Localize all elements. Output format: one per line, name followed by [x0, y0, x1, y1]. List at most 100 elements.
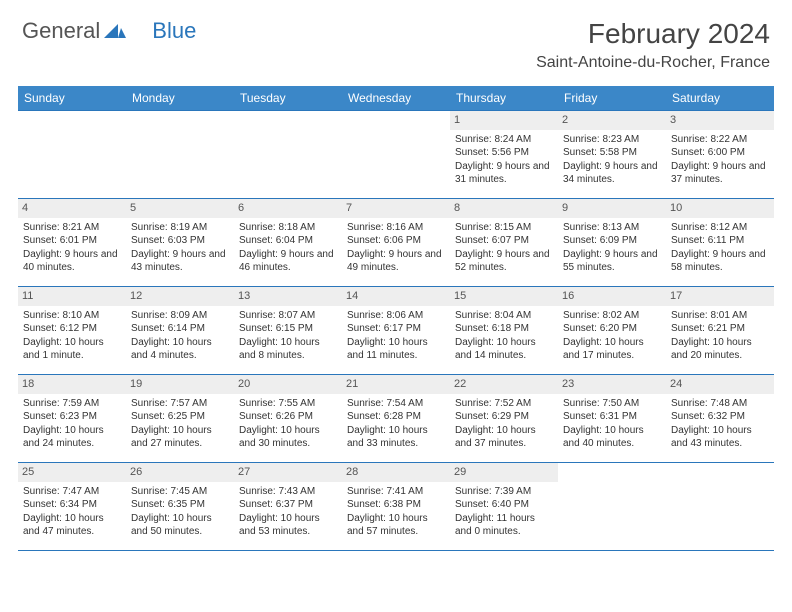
calendar-day-cell: 6Sunrise: 8:18 AMSunset: 6:04 PMDaylight… — [234, 199, 342, 287]
day-number: 27 — [234, 463, 342, 482]
day-number: 19 — [126, 375, 234, 394]
calendar-week-row: 18Sunrise: 7:59 AMSunset: 6:23 PMDayligh… — [18, 375, 774, 463]
day-number: 28 — [342, 463, 450, 482]
day-number: 11 — [18, 287, 126, 306]
sunset-text: Sunset: 6:11 PM — [671, 234, 769, 248]
page-header: General Blue February 2024 Saint-Antoine… — [0, 0, 792, 78]
logo-mark-icon — [104, 18, 126, 44]
day-number: 4 — [18, 199, 126, 218]
sunrise-text: Sunrise: 8:19 AM — [131, 221, 229, 235]
calendar-table: SundayMondayTuesdayWednesdayThursdayFrid… — [18, 86, 774, 551]
weekday-header: Saturday — [666, 86, 774, 111]
day-info: Sunrise: 7:39 AMSunset: 6:40 PMDaylight:… — [455, 485, 553, 539]
calendar-day-cell: 7Sunrise: 8:16 AMSunset: 6:06 PMDaylight… — [342, 199, 450, 287]
sunrise-text: Sunrise: 7:50 AM — [563, 397, 661, 411]
logo-text-general: General — [22, 18, 100, 44]
day-number: 5 — [126, 199, 234, 218]
sunset-text: Sunset: 6:09 PM — [563, 234, 661, 248]
sunset-text: Sunset: 6:34 PM — [23, 498, 121, 512]
sunset-text: Sunset: 6:25 PM — [131, 410, 229, 424]
daylight-text: Daylight: 10 hours and 53 minutes. — [239, 512, 337, 539]
sunrise-text: Sunrise: 7:59 AM — [23, 397, 121, 411]
day-number: 3 — [666, 111, 774, 130]
daylight-text: Daylight: 10 hours and 57 minutes. — [347, 512, 445, 539]
sunrise-text: Sunrise: 8:15 AM — [455, 221, 553, 235]
day-info: Sunrise: 8:09 AMSunset: 6:14 PMDaylight:… — [131, 309, 229, 363]
sunset-text: Sunset: 6:21 PM — [671, 322, 769, 336]
day-info: Sunrise: 7:57 AMSunset: 6:25 PMDaylight:… — [131, 397, 229, 451]
sunrise-text: Sunrise: 8:04 AM — [455, 309, 553, 323]
sunset-text: Sunset: 6:17 PM — [347, 322, 445, 336]
day-info: Sunrise: 8:04 AMSunset: 6:18 PMDaylight:… — [455, 309, 553, 363]
sunset-text: Sunset: 6:00 PM — [671, 146, 769, 160]
calendar-day-cell: 29Sunrise: 7:39 AMSunset: 6:40 PMDayligh… — [450, 463, 558, 551]
daylight-text: Daylight: 10 hours and 8 minutes. — [239, 336, 337, 363]
daylight-text: Daylight: 10 hours and 27 minutes. — [131, 424, 229, 451]
calendar-day-cell: 28 Sunrise: 7:41 AMSunset: 6:38 PMDayligh… — [342, 463, 450, 551]
day-number: 15 — [450, 287, 558, 306]
day-info: Sunrise: 8:16 AMSunset: 6:06 PMDaylight:… — [347, 221, 445, 275]
weekday-header: Thursday — [450, 86, 558, 111]
sunset-text: Sunset: 6:03 PM — [131, 234, 229, 248]
sunrise-text: Sunrise: 8:10 AM — [23, 309, 121, 323]
daylight-text: Daylight: 10 hours and 37 minutes. — [455, 424, 553, 451]
sunset-text: Sunset: 6:29 PM — [455, 410, 553, 424]
sunrise-text: Sunrise: 7:48 AM — [671, 397, 769, 411]
daylight-text: Daylight: 10 hours and 4 minutes. — [131, 336, 229, 363]
logo: General Blue — [22, 18, 196, 44]
sunset-text: Sunset: 5:56 PM — [455, 146, 553, 160]
sunset-text: Sunset: 6:04 PM — [239, 234, 337, 248]
daylight-text: Daylight: 9 hours and 55 minutes. — [563, 248, 661, 275]
location-label: Saint-Antoine-du-Rocher, France — [536, 54, 770, 72]
sunset-text: Sunset: 6:38 PM — [347, 498, 445, 512]
sunrise-text: Sunrise: 8:16 AM — [347, 221, 445, 235]
day-number: 8 — [450, 199, 558, 218]
sunrise-text: Sunrise: 7:41 AM — [347, 485, 445, 499]
weekday-header: Wednesday — [342, 86, 450, 111]
day-info: Sunrise: 7:43 AMSunset: 6:37 PMDaylight:… — [239, 485, 337, 539]
sunrise-text: Sunrise: 7:55 AM — [239, 397, 337, 411]
daylight-text: Daylight: 9 hours and 49 minutes. — [347, 248, 445, 275]
sunrise-text: Sunrise: 8:22 AM — [671, 133, 769, 147]
sunrise-text: Sunrise: 7:47 AM — [23, 485, 121, 499]
day-info: Sunrise: 7:47 AMSunset: 6:34 PMDaylight:… — [23, 485, 121, 539]
daylight-text: Daylight: 9 hours and 52 minutes. — [455, 248, 553, 275]
calendar-day-cell: 10Sunrise: 8:12 AMSunset: 6:11 PMDayligh… — [666, 199, 774, 287]
daylight-text: Daylight: 10 hours and 50 minutes. — [131, 512, 229, 539]
day-number: 2 — [558, 111, 666, 130]
daylight-text: Daylight: 10 hours and 43 minutes. — [671, 424, 769, 451]
daylight-text: Daylight: 10 hours and 47 minutes. — [23, 512, 121, 539]
day-number: 21 — [342, 375, 450, 394]
daylight-text: Daylight: 9 hours and 43 minutes. — [131, 248, 229, 275]
calendar-day-cell: 11Sunrise: 8:10 AMSunset: 6:12 PMDayligh… — [18, 287, 126, 375]
calendar-day-cell: 4Sunrise: 8:21 AMSunset: 6:01 PMDaylight… — [18, 199, 126, 287]
daylight-text: Daylight: 10 hours and 40 minutes. — [563, 424, 661, 451]
calendar-day-cell: 16Sunrise: 8:02 AMSunset: 6:20 PMDayligh… — [558, 287, 666, 375]
calendar-day-cell: 8Sunrise: 8:15 AMSunset: 6:07 PMDaylight… — [450, 199, 558, 287]
sunrise-text: Sunrise: 8:06 AM — [347, 309, 445, 323]
daylight-text: Daylight: 9 hours and 34 minutes. — [563, 160, 661, 187]
calendar-header-row: SundayMondayTuesdayWednesdayThursdayFrid… — [18, 86, 774, 111]
sunset-text: Sunset: 6:01 PM — [23, 234, 121, 248]
sunrise-text: Sunrise: 8:07 AM — [239, 309, 337, 323]
sunrise-text: Sunrise: 7:45 AM — [131, 485, 229, 499]
calendar-day-cell: 1Sunrise: 8:24 AMSunset: 5:56 PMDaylight… — [450, 111, 558, 199]
sunrise-text: Sunrise: 8:21 AM — [23, 221, 121, 235]
day-info: Sunrise: 7:52 AMSunset: 6:29 PMDaylight:… — [455, 397, 553, 451]
daylight-text: Daylight: 10 hours and 17 minutes. — [563, 336, 661, 363]
daylight-text: Daylight: 9 hours and 37 minutes. — [671, 160, 769, 187]
sunset-text: Sunset: 6:15 PM — [239, 322, 337, 336]
calendar-day-cell: 21Sunrise: 7:54 AMSunset: 6:28 PMDayligh… — [342, 375, 450, 463]
calendar-day-cell: 26Sunrise: 7:45 AMSunset: 6:35 PMDayligh… — [126, 463, 234, 551]
logo-text-blue: Blue — [152, 18, 196, 44]
day-info: Sunrise: 8:18 AMSunset: 6:04 PMDaylight:… — [239, 221, 337, 275]
day-info: Sunrise: 7:55 AMSunset: 6:26 PMDaylight:… — [239, 397, 337, 451]
calendar-day-cell: 14Sunrise: 8:06 AMSunset: 6:17 PMDayligh… — [342, 287, 450, 375]
day-number: 14 — [342, 287, 450, 306]
day-number: 16 — [558, 287, 666, 306]
weekday-header: Sunday — [18, 86, 126, 111]
calendar-day-cell: 18Sunrise: 7:59 AMSunset: 6:23 PMDayligh… — [18, 375, 126, 463]
day-info: Sunrise: 7:45 AMSunset: 6:35 PMDaylight:… — [131, 485, 229, 539]
day-info: Sunrise: 8:19 AMSunset: 6:03 PMDaylight:… — [131, 221, 229, 275]
calendar-day-cell — [126, 111, 234, 199]
